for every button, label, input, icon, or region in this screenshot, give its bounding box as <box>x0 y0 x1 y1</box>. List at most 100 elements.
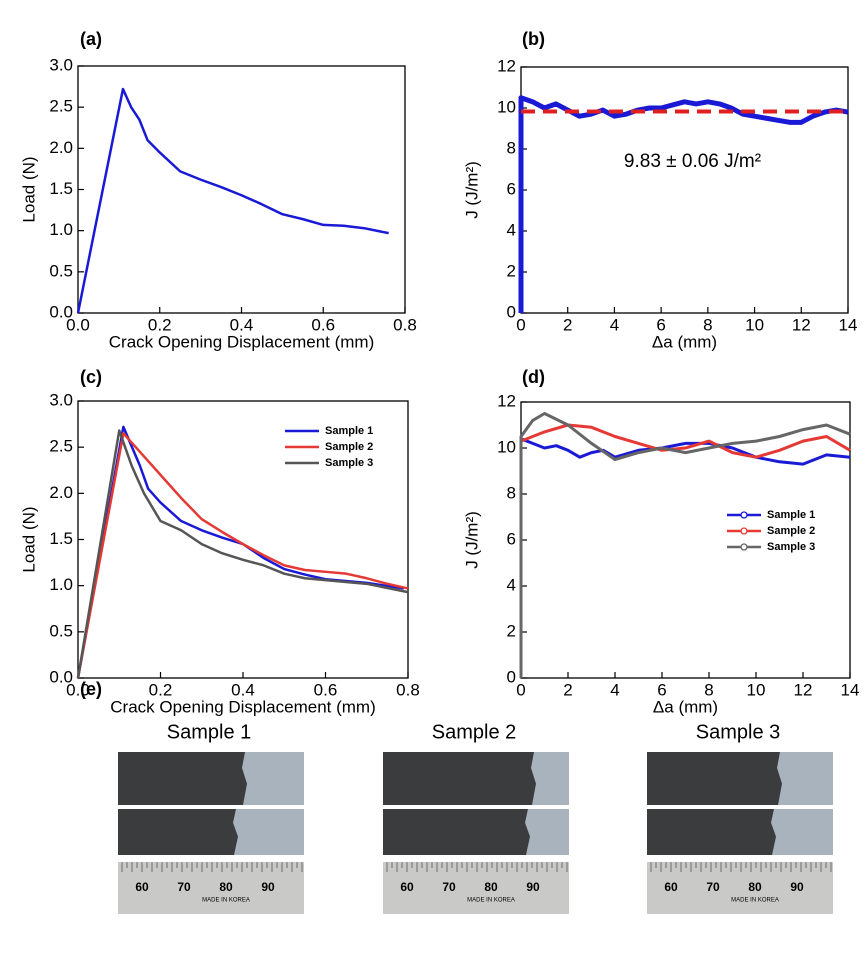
data-line <box>76 432 409 679</box>
x-tick-label: 0.0 <box>66 315 90 334</box>
panel-label: (b) <box>522 29 545 49</box>
y-tick-label: 8 <box>507 483 516 502</box>
y-tick-label: 2 <box>507 621 516 640</box>
legend-text: Sample 3 <box>325 457 373 469</box>
data-line <box>76 429 409 679</box>
data-line <box>519 437 851 678</box>
ruler-label: 60 <box>135 880 149 894</box>
x-tick-label: 0.6 <box>314 680 338 699</box>
legend-marker <box>740 543 748 551</box>
legend-text: Sample 1 <box>767 509 815 521</box>
ruler-label: 60 <box>400 880 414 894</box>
y-tick-label: 3.0 <box>49 55 73 74</box>
ruler-text: MADE IN KOREA <box>202 898 250 904</box>
legend-marker <box>740 511 748 519</box>
y-tick-label: 0.5 <box>49 621 73 640</box>
y-tick-label: 2.0 <box>49 483 73 502</box>
y-tick-label: 4 <box>507 575 516 594</box>
x-tick-label: 2 <box>563 680 572 699</box>
ruler <box>647 862 833 914</box>
sample-title: Sample 3 <box>696 721 781 743</box>
legend-marker <box>740 527 748 535</box>
ruler-label: 90 <box>261 880 275 894</box>
strip-specimen <box>118 809 238 855</box>
x-tick-label: 0.0 <box>66 680 90 699</box>
x-axis-label: Crack Opening Displacement (mm) <box>110 697 375 716</box>
y-tick-label: 0.5 <box>49 261 73 280</box>
y-tick-label: 12 <box>497 391 516 410</box>
sample-title: Sample 1 <box>167 721 252 743</box>
x-tick-label: 6 <box>657 680 666 699</box>
ruler-label: 70 <box>442 880 456 894</box>
ruler <box>118 862 304 914</box>
y-tick-label: 10 <box>497 437 516 456</box>
ruler-label: 70 <box>177 880 191 894</box>
data-line <box>518 95 849 313</box>
y-tick-label: 10 <box>497 97 516 116</box>
y-tick-label: 6 <box>507 179 516 198</box>
y-axis-label: Load (N) <box>19 156 38 222</box>
ruler-label: 60 <box>664 880 678 894</box>
data-line <box>519 412 851 678</box>
x-tick-label: 6 <box>656 315 665 334</box>
x-tick-label: 10 <box>745 315 764 334</box>
x-axis-label: Δa (mm) <box>652 332 717 351</box>
panel-label: (c) <box>80 367 102 387</box>
y-tick-label: 6 <box>507 529 516 548</box>
y-tick-label: 0 <box>507 667 516 686</box>
legend-text: Sample 2 <box>325 441 373 453</box>
plot-frame <box>77 65 406 314</box>
x-tick-label: 0.4 <box>230 315 254 334</box>
annotation: 9.83 ± 0.06 J/m² <box>624 151 761 172</box>
x-tick-label: 0 <box>516 315 525 334</box>
y-tick-label: 0.0 <box>49 302 73 321</box>
x-tick-label: 4 <box>610 680 619 699</box>
panel-label: (d) <box>522 367 545 387</box>
x-tick-label: 0.4 <box>231 680 255 699</box>
y-tick-label: 2.5 <box>49 97 73 116</box>
x-tick-label: 0 <box>516 680 525 699</box>
y-axis-label: J (J/m²) <box>462 511 481 569</box>
sample-title: Sample 2 <box>432 721 517 743</box>
x-tick-label: 8 <box>704 680 713 699</box>
ruler-label: 90 <box>790 880 804 894</box>
ruler-label: 80 <box>748 880 762 894</box>
ruler-label: 90 <box>526 880 540 894</box>
legend-text: Sample 3 <box>767 541 815 553</box>
x-tick-label: 0.6 <box>311 315 335 334</box>
x-tick-label: 2 <box>563 315 572 334</box>
data-line <box>76 425 405 679</box>
x-axis-label: Crack Opening Displacement (mm) <box>109 332 374 351</box>
plot-frame <box>77 400 409 679</box>
ruler-label: 70 <box>706 880 720 894</box>
y-tick-label: 4 <box>507 220 516 239</box>
x-tick-label: 12 <box>792 315 811 334</box>
x-tick-label: 0.2 <box>149 680 173 699</box>
strip-specimen <box>647 809 776 855</box>
y-tick-label: 3.0 <box>49 390 73 409</box>
y-tick-label: 0 <box>507 302 516 321</box>
x-tick-label: 10 <box>747 680 766 699</box>
strip-specimen <box>647 752 782 805</box>
strip-specimen <box>118 752 247 805</box>
y-tick-label: 12 <box>497 56 516 75</box>
x-tick-label: 0.2 <box>148 315 172 334</box>
y-tick-label: 1.0 <box>49 220 73 239</box>
x-tick-label: 8 <box>703 315 712 334</box>
x-tick-label: 4 <box>610 315 619 334</box>
y-tick-label: 1.5 <box>49 529 73 548</box>
data-line <box>76 87 389 314</box>
ruler <box>383 862 569 914</box>
x-tick-label: 14 <box>839 315 858 334</box>
y-tick-label: 2.5 <box>49 437 73 456</box>
ruler-text: MADE IN KOREA <box>731 898 779 904</box>
x-tick-label: 0.8 <box>396 680 420 699</box>
y-tick-label: 1.5 <box>49 179 73 198</box>
panel-label: (a) <box>80 29 102 49</box>
x-tick-label: 0.8 <box>393 315 417 334</box>
x-tick-label: 12 <box>794 680 813 699</box>
y-axis-label: Load (N) <box>19 506 38 572</box>
y-tick-label: 2.0 <box>49 138 73 157</box>
legend-text: Sample 2 <box>767 525 815 537</box>
x-tick-label: 14 <box>841 680 860 699</box>
